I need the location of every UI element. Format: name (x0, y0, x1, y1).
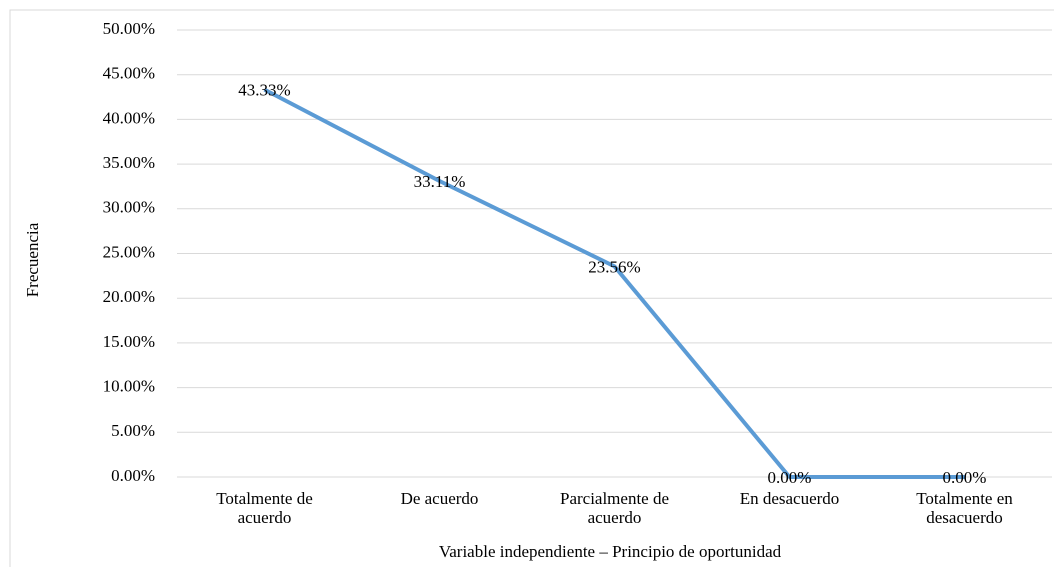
y-tick-label: 20.00% (103, 287, 155, 306)
x-tick-label: Totalmente de acuerdo (216, 489, 313, 527)
y-tick-label: 0.00% (111, 466, 155, 485)
x-tick-label: En desacuerdo (739, 489, 840, 508)
data-label: 23.56% (588, 257, 640, 276)
y-axis-label: Frecuencia (23, 222, 42, 297)
x-tick-label: De acuerdo (400, 489, 479, 508)
x-tick-label: Parcialmente de acuerdo (559, 489, 670, 527)
y-tick-label: 50.00% (103, 19, 155, 38)
data-label: 33.11% (414, 172, 466, 191)
data-line (263, 87, 965, 479)
y-tick-label: 15.00% (103, 332, 155, 351)
y-tick-label: 5.00% (111, 421, 155, 440)
y-tick-label: 30.00% (103, 198, 155, 217)
y-tick-label: 10.00% (103, 377, 155, 396)
x-tick-label: Totalmente en desacuerdo (916, 489, 1013, 527)
y-tick-label: 40.00% (103, 108, 155, 127)
data-label: 0.00% (943, 468, 987, 487)
y-tick-label: 25.00% (103, 242, 155, 261)
frame (9, 9, 1054, 567)
data-label: 43.33% (238, 81, 290, 100)
y-tick-label: 35.00% (103, 153, 155, 172)
y-tick-label: 45.00% (103, 64, 155, 83)
x-axis-label: Variable independiente – Principio de op… (439, 542, 782, 561)
data-label: 0.00% (768, 468, 812, 487)
